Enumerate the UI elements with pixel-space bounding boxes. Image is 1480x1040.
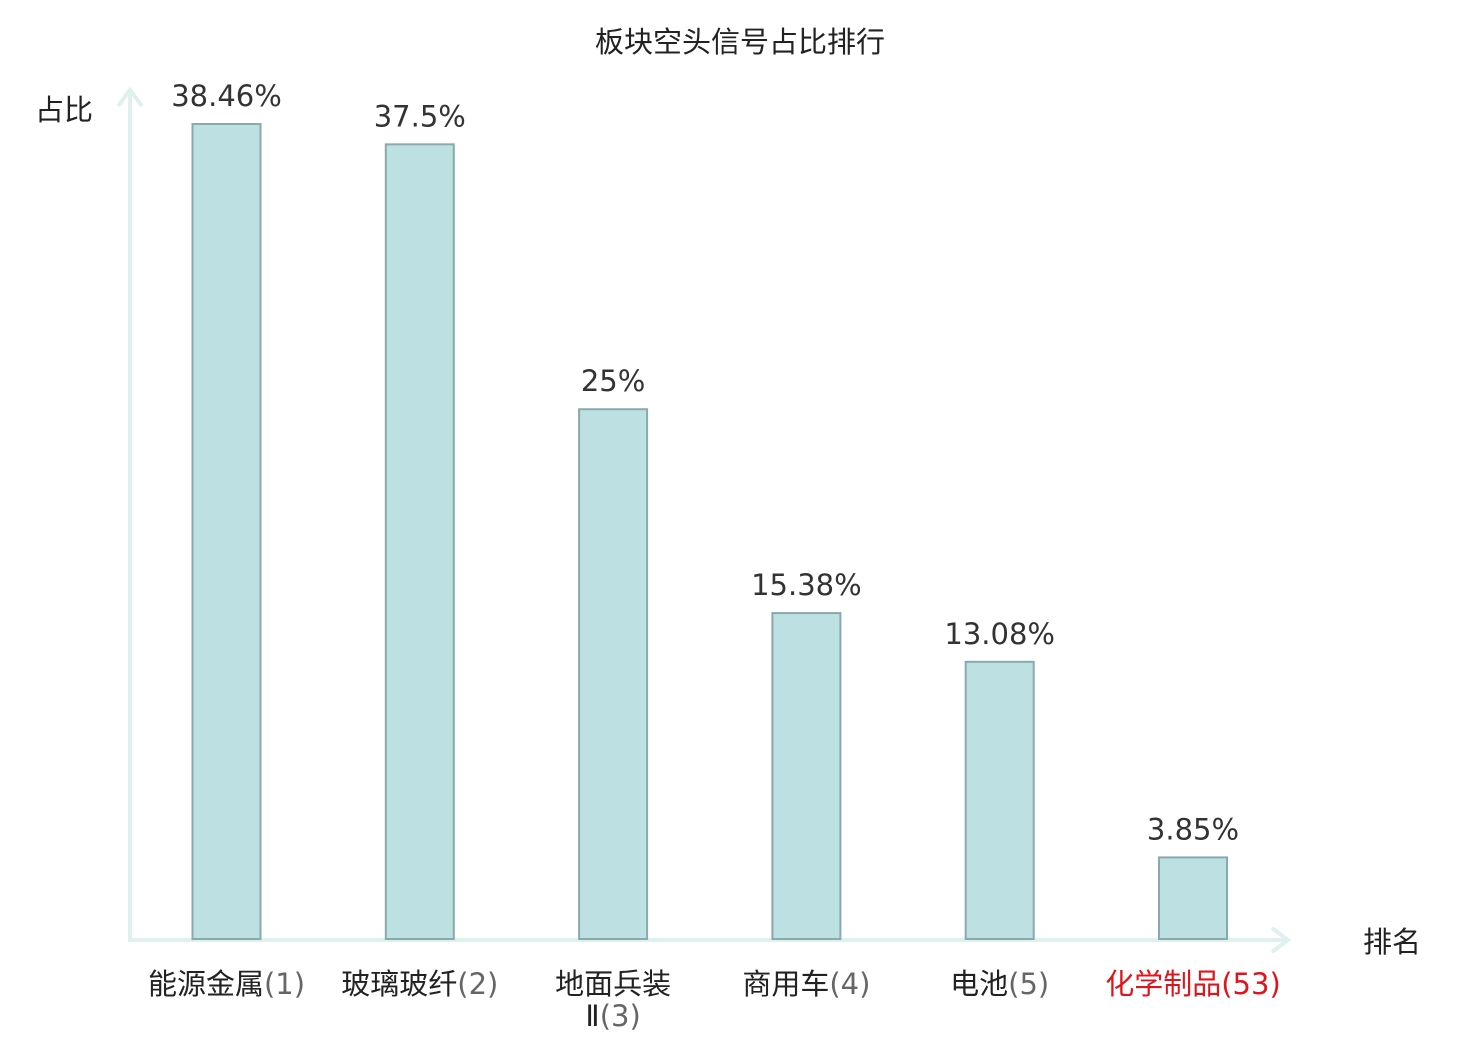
value-label-2: 37.5% — [374, 99, 466, 133]
bars-group — [191, 123, 1228, 941]
category-label-3: 地面兵装 — [555, 967, 671, 1001]
value-label-5: 13.08% — [944, 617, 1055, 651]
bar-5 — [964, 660, 1035, 941]
value-label-6: 3.85% — [1147, 812, 1239, 846]
bar-4 — [771, 612, 842, 940]
x-axis-arrow — [1270, 926, 1292, 954]
category-label-3-line2: Ⅱ(3) — [585, 999, 640, 1033]
bar-2 — [384, 143, 455, 941]
category-label-5: 电池(5) — [950, 967, 1049, 1001]
y-axis-arrow — [116, 86, 144, 108]
bar-3 — [578, 408, 649, 940]
value-label-3: 25% — [581, 364, 645, 398]
category-label-2: 玻璃玻纤(2) — [341, 967, 498, 1001]
x-axis-label: 排名 — [1363, 925, 1421, 959]
y-axis-label: 占比 — [35, 93, 93, 127]
category-label-4: 商用车(4) — [742, 967, 870, 1001]
category-label-6: 化学制品(53) — [1105, 967, 1281, 1001]
chart-title: 板块空头信号占比排行 — [595, 25, 885, 59]
category-label-1: 能源金属(1) — [148, 967, 305, 1001]
value-labels-group: 38.46% 37.5% 25% 15.38% 13.08% 3.85% — [171, 79, 1239, 846]
bar-1 — [191, 123, 262, 940]
value-label-1: 38.46% — [171, 79, 282, 113]
value-label-4: 15.38% — [751, 568, 862, 602]
bar-6 — [1158, 856, 1228, 940]
